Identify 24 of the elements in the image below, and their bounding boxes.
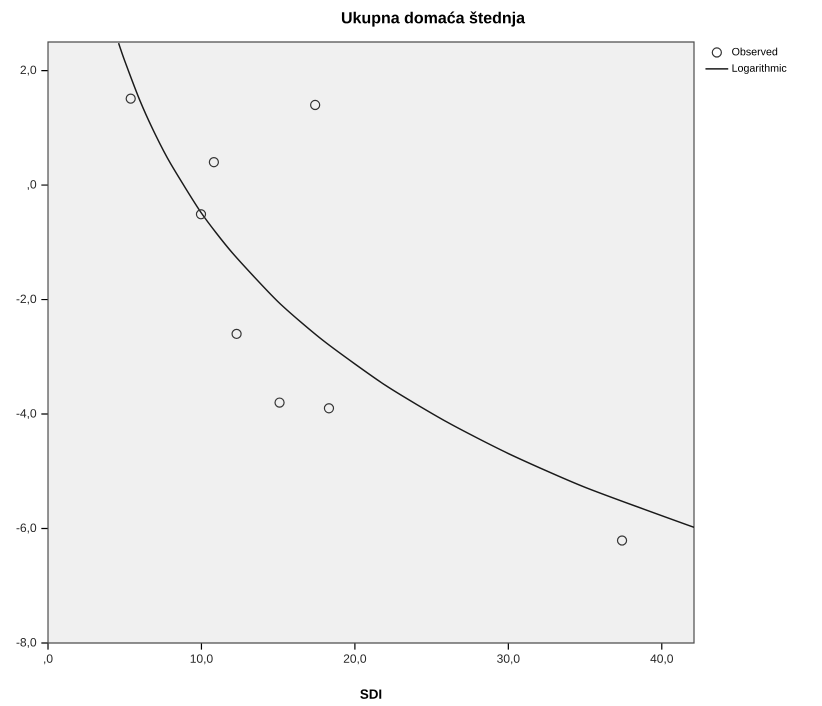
point <box>196 209 206 220</box>
y-tick-label: ,0 <box>28 180 36 190</box>
x-tick-label: 20,0 <box>344 654 366 664</box>
x-tick-label: ,0 <box>44 654 53 664</box>
x-tick-label: 30,0 <box>497 654 520 664</box>
point <box>274 397 285 408</box>
legend-label: Logarithmic <box>732 64 786 74</box>
x-tick-label: 40,0 <box>650 654 673 664</box>
legend-label: Observed <box>732 48 778 56</box>
point <box>324 403 334 414</box>
point <box>208 157 220 168</box>
y-tick-label: -4,0 <box>16 409 36 419</box>
chart-title: Ukupna domaća štednja <box>342 11 526 27</box>
x-axis-title: SDI <box>360 689 382 699</box>
y-tick-label: -2,0 <box>16 294 36 304</box>
line-series <box>118 42 694 528</box>
y-tick-label: -6,0 <box>16 524 36 534</box>
y-tick-label: 2,0 <box>20 66 36 76</box>
point <box>231 328 242 340</box>
y-tick-label: -8,0 <box>16 638 36 648</box>
point <box>616 535 628 546</box>
point <box>126 94 136 104</box>
point <box>310 100 320 110</box>
x-tick-label: 10,0 <box>190 654 213 664</box>
